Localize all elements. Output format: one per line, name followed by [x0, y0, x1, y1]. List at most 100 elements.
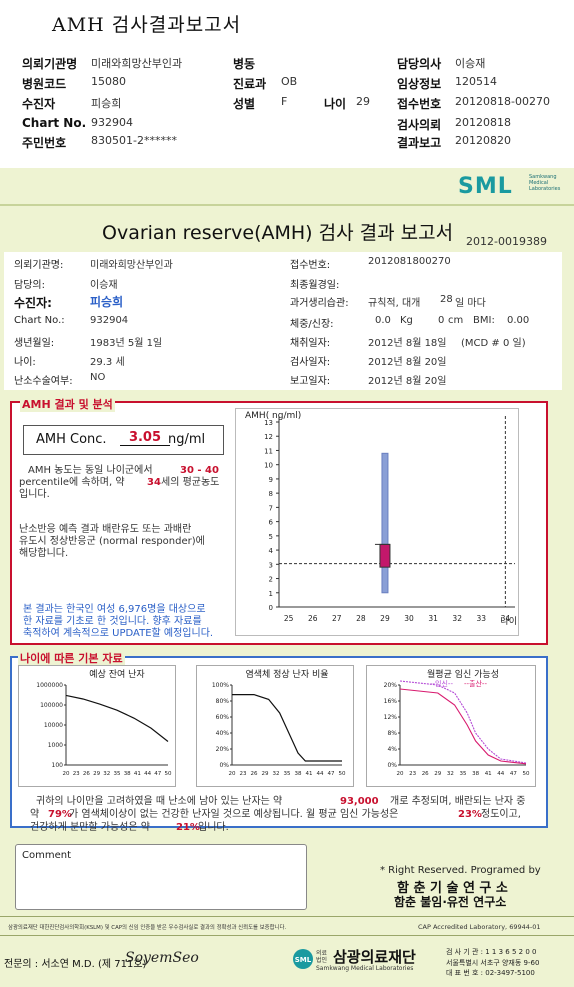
mini3-y-tick-label: 12%: [384, 714, 398, 721]
mini3-y-tick-label: 20%: [384, 682, 398, 689]
mini1-series-line: [65, 694, 169, 742]
label-reportdate-r: 보고일자:: [290, 376, 331, 387]
value-resident-no: 830501-2******: [91, 134, 177, 147]
value-surgery-r: NO: [90, 372, 106, 383]
value-institution-r: 미래와희망산부인과: [90, 260, 173, 271]
label-resident-no: 주민번호: [22, 136, 67, 150]
amh-para2-a: 난소반응 예측 결과 배란유도 또는 과배란: [19, 524, 192, 535]
mini3-y-tick-label: 8%: [387, 730, 397, 737]
mini2-x-tick-label: 26: [251, 771, 258, 777]
mini1-y-tick-label: 1000000: [36, 682, 63, 689]
mini1-y-tick-label: 1000: [48, 742, 63, 749]
mini-chart-frame-3: [366, 665, 536, 787]
mini2-y-tick-label: 60%: [216, 714, 230, 721]
value-hospital-code: 15080: [91, 75, 126, 88]
mini2-x-tick-label: 20: [229, 771, 236, 777]
foundation-name: 삼광의료재단: [333, 948, 416, 966]
mini2-x-tick-label: 47: [328, 771, 335, 777]
amh-chart-frame: [235, 408, 519, 636]
mini1-y-tick-label: 100: [52, 762, 64, 769]
amh-para3-a: 본 결과는 한국인 여성 6,976명을 대상으로: [23, 604, 206, 615]
sml-logo-sub: Samkwang Medical Laboratories: [529, 174, 560, 192]
logo-sub-1: Samkwang: [529, 174, 557, 180]
sml-logo: SML: [458, 174, 513, 199]
report-title: Ovarian reserve(AMH) 검사 결과 보고서: [102, 222, 454, 244]
base-summary-3a: 건강하게 분만할 가능성은 약: [30, 822, 150, 833]
label-lmp-r: 최종월경일:: [290, 280, 340, 291]
base-section-title: 나이에 따른 기본 자료: [18, 650, 125, 666]
amh-para1-d: 입니다.: [19, 489, 50, 500]
amh-para2-c: 해당합니다.: [19, 548, 69, 559]
value-patient-r: 피승희: [90, 295, 124, 309]
value-patient: 피승희: [91, 97, 122, 110]
value-chart-r: 932904: [90, 315, 129, 326]
amh-y-tick-label: 7: [269, 504, 273, 512]
mini3-y-tick-label: 0%: [387, 762, 397, 769]
label-doctor: 담당의사: [397, 57, 442, 71]
value-age: 29: [356, 95, 370, 108]
mini1-y-tick-label: 100000: [40, 702, 63, 709]
amh-x-tick-label: 27: [332, 614, 342, 623]
label-chart-no: Chart No.: [22, 116, 87, 130]
value-birth-r: 1983년 5월 1일: [90, 338, 163, 349]
amh-y-tick-label: 9: [269, 476, 273, 484]
value-weight: 0.0: [375, 315, 391, 326]
base-summary-1b: 개로 추정되며, 배란되는 난자 중: [390, 796, 526, 807]
amh-y-tick-label: 2: [269, 576, 273, 584]
amh-para1-b: percentile에 속하며, 약: [19, 477, 125, 488]
amh-conc-value: 3.05: [120, 430, 170, 446]
mini2-x-tick-label: 35: [284, 771, 291, 777]
label-result-report: 결과보고: [397, 136, 442, 150]
value-result-report: 20120820: [455, 134, 511, 147]
divider: [0, 204, 574, 206]
value-receipt-r: 2012081800270: [368, 256, 451, 267]
label-age-r: 나이:: [14, 357, 36, 368]
mini2-y-tick-label: 0%: [219, 762, 229, 769]
amh-box: [379, 543, 391, 568]
amh-y-tick-label: 8: [269, 490, 273, 498]
value-doctor: 이승재: [455, 57, 486, 70]
value-cycle-unit: 일 마다: [455, 298, 486, 309]
amh-conc-box: [23, 425, 224, 455]
report-sheet: SML Samkwang Medical Laboratories Ovaria…: [0, 168, 574, 987]
comment-label: Comment: [22, 850, 71, 861]
mini3-x-tick-label: 20: [397, 771, 404, 777]
amh-xlabel: 나이: [500, 616, 517, 627]
contact-2: 서울특별시 서초구 양재동 9-60: [446, 959, 540, 967]
value-test-r: 2012년 8월 20일: [368, 357, 447, 368]
mini1-x-tick-label: 47: [154, 771, 161, 777]
mini1-x-tick-label: 29: [93, 771, 100, 777]
label-body-r: 체중/신장:: [290, 319, 334, 330]
amh-y-tick-label: 3: [269, 561, 273, 569]
amh-x-tick-label: 32: [452, 614, 462, 623]
label-patient: 수진자: [22, 97, 56, 111]
label-dept: 진료과: [233, 77, 267, 91]
foundation-logo-icon: SML: [293, 949, 313, 969]
mini3-x-tick-label: 32: [447, 771, 454, 777]
amh-y-tick-label: 0: [269, 604, 273, 612]
mini2-x-tick-label: 38: [295, 771, 302, 777]
contact-3: 대 표 번 호 : 02-3497-5100: [446, 969, 535, 977]
mini3-y-tick-label: 16%: [384, 698, 398, 705]
amh-conc-label: AMH Conc.: [36, 432, 107, 447]
mini2-y-tick-label: 40%: [216, 730, 230, 737]
label-chart-r: Chart No.:: [14, 315, 65, 326]
label-age: 나이: [324, 97, 347, 111]
mini3-x-tick-label: 44: [497, 771, 504, 777]
value-reportdate-r: 2012년 8월 20일: [368, 376, 447, 387]
label-test-r: 검사일자:: [290, 357, 331, 368]
remaining-eggs-chart: 예상 잔여 난자 1000000 100000 10000 1000 100 20 23 26 2…: [36, 668, 172, 777]
mini1-x-tick-label: 23: [73, 771, 80, 777]
mini3-y-tick-label: 4%: [387, 746, 397, 753]
base-preg-pct: 23%: [458, 809, 482, 820]
amh-para1-a: AMH 농도는 동일 나이군에서: [28, 465, 153, 476]
amh-para3-c: 축적하여 계속적으로 UPDATE할 예정입니다.: [23, 628, 214, 639]
label-receipt-no: 접수번호: [397, 97, 442, 111]
amh-section-title: AMH 결과 및 분석: [20, 396, 115, 412]
value-institution: 미래와희망산부인과: [91, 57, 183, 70]
label-surgery-r: 난소수술여부:: [14, 376, 73, 387]
amh-x-tick-label: 31: [428, 614, 438, 623]
mini3-x-tick-label: 38: [472, 771, 479, 777]
mini-chart-frame-2: [196, 665, 354, 787]
cert-text: 삼광의료재단 대한진단검사의학회(KSLM) 및 CAP의 신임 인증을 받은 …: [8, 925, 287, 931]
